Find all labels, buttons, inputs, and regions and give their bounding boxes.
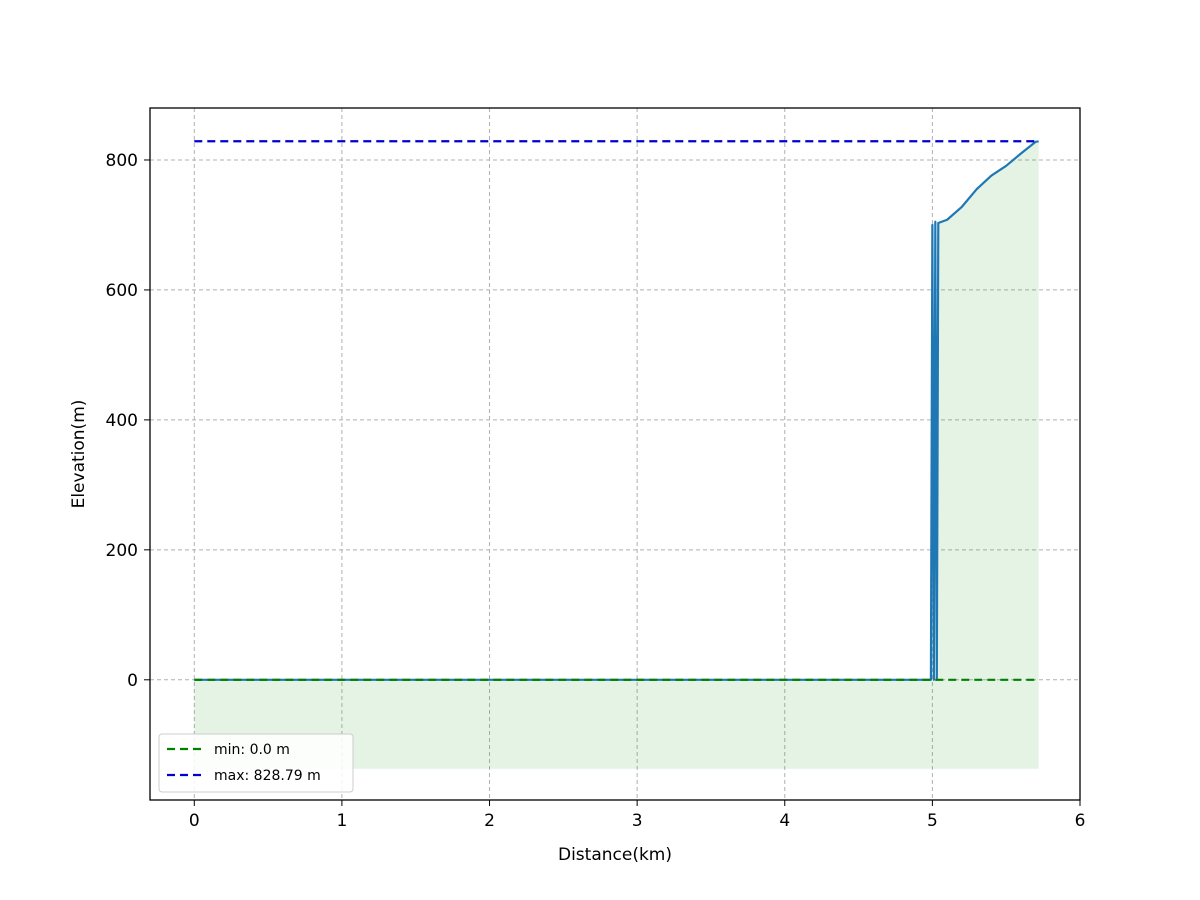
y-tick-label: 800	[106, 151, 138, 171]
legend-label: max: 828.79 m	[214, 768, 321, 784]
y-tick-label: 400	[106, 411, 138, 431]
legend-box	[158, 733, 354, 793]
x-axis-label: Distance(km)	[558, 845, 672, 865]
series-layer	[194, 140, 1039, 681]
y-axis-label: Elevation(m)	[69, 400, 89, 509]
plot-frame	[149, 107, 1081, 801]
x-tick-label: 6	[1075, 811, 1086, 831]
y-tick-label: 600	[106, 281, 138, 301]
legend-label: min: 0.0 m	[214, 742, 290, 758]
legend: min: 0.0 m max: 828.79 m	[158, 733, 354, 793]
elevation-fill	[194, 141, 1039, 769]
x-tick-label: 3	[632, 811, 643, 831]
y-tick-label: 0	[127, 671, 138, 691]
x-tick-label: 4	[779, 811, 790, 831]
ticks: 0 1 2 3 4 5 6 0 200 400 600 800	[106, 151, 1086, 831]
x-tick-label: 1	[336, 811, 347, 831]
fill-area	[194, 141, 1039, 769]
x-tick-label: 5	[927, 811, 938, 831]
x-tick-label: 0	[189, 811, 200, 831]
y-tick-label: 200	[106, 541, 138, 561]
x-tick-label: 2	[484, 811, 495, 831]
